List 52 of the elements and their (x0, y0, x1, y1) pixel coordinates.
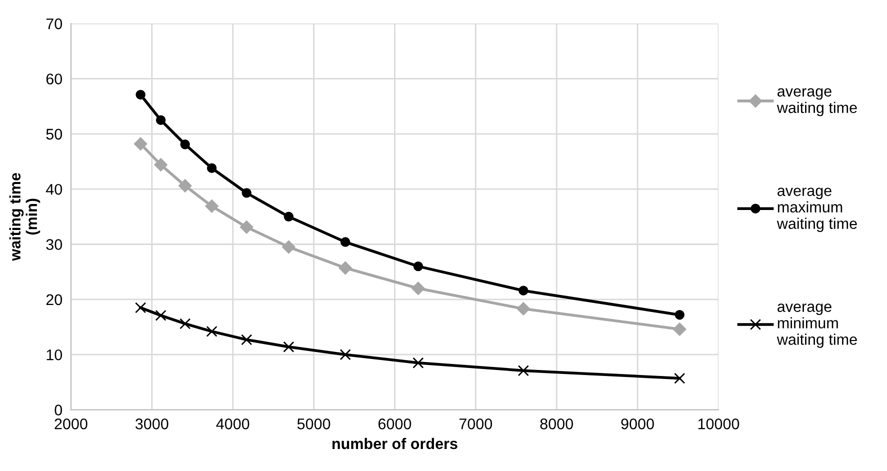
point (206, 163, 217, 173)
point (156, 115, 166, 125)
point (412, 357, 424, 368)
point (135, 302, 146, 314)
point (340, 349, 351, 360)
point (282, 240, 296, 254)
x-tick-label: 3000 (135, 418, 168, 430)
point (674, 372, 686, 384)
y-tick-label: 20 (46, 294, 62, 306)
legend-label: average maximum waiting time (776, 188, 857, 232)
point (154, 158, 168, 172)
y-tick-label: 40 (46, 184, 62, 195)
point (134, 137, 148, 150)
x-tick-label: 2000 (54, 418, 88, 430)
y-tick-label: 30 (46, 239, 62, 250)
y-tick-label: 60 (46, 74, 62, 84)
point (413, 261, 424, 272)
y-tick-label: 70 (46, 18, 62, 30)
point (206, 326, 218, 337)
point (242, 188, 252, 198)
point (516, 302, 530, 316)
x-tick-label: 5000 (297, 418, 330, 430)
x-tick-label: 7000 (459, 418, 492, 430)
point (518, 286, 528, 296)
y-axis-title: waiting time (min) (9, 173, 40, 261)
x-tick-label: 9000 (621, 418, 654, 430)
y-tick-label: 50 (46, 128, 62, 140)
point (284, 212, 294, 222)
x-tick-label: 8000 (540, 418, 573, 430)
point (155, 310, 166, 321)
point (178, 179, 192, 192)
x-tick-label: 6000 (378, 418, 412, 430)
point (240, 220, 254, 234)
y-tick-label: 10 (46, 349, 62, 360)
point (673, 322, 686, 336)
legend-label: average minimum waiting time (776, 304, 857, 348)
point (340, 237, 350, 247)
point (180, 318, 191, 330)
legend-label: average waiting time (776, 88, 857, 116)
x-tick-label: 10000 (698, 418, 740, 430)
point (180, 140, 190, 150)
point (241, 334, 252, 346)
x-tick-label: 4000 (216, 418, 250, 430)
point (518, 365, 529, 376)
y-tick-label: 0 (54, 404, 62, 416)
point (412, 282, 425, 295)
x-axis-title: number of orders (332, 438, 458, 450)
point (338, 261, 352, 275)
point (283, 341, 294, 352)
point (136, 90, 146, 100)
point (205, 200, 218, 213)
point (674, 310, 684, 320)
